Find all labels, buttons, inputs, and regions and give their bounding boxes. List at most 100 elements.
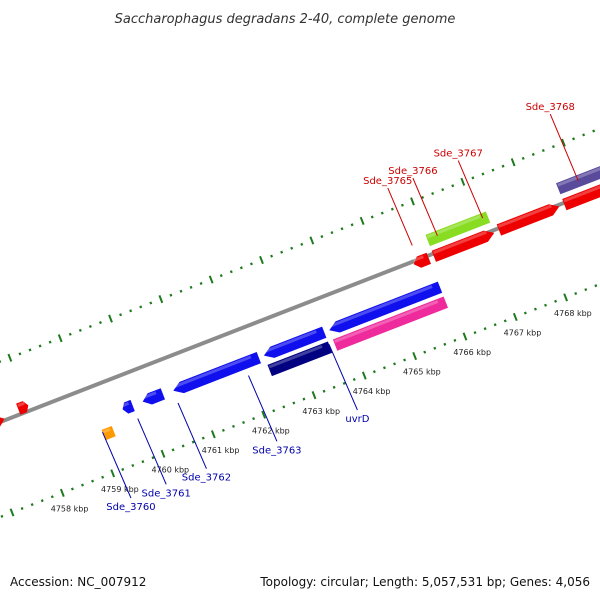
major-tick xyxy=(460,177,466,186)
gene-label-line xyxy=(457,160,484,219)
major-tick xyxy=(561,138,566,147)
minor-tick xyxy=(421,195,425,199)
gene-label-line xyxy=(248,375,278,442)
minor-tick xyxy=(20,507,24,511)
gene-label-top: Sde_3768 xyxy=(526,102,575,113)
scale-label: 4759 kbp xyxy=(101,485,139,494)
minor-tick xyxy=(98,321,102,325)
inner-tick-ring xyxy=(0,284,598,518)
minor-tick xyxy=(400,203,404,207)
gene-label-line xyxy=(387,187,413,246)
minor-tick xyxy=(431,192,435,196)
gene-arrow-sde-3761-highlight xyxy=(141,391,157,400)
minor-tick xyxy=(491,168,495,172)
major-tick xyxy=(311,391,317,400)
gene-arrow-sde-3768-highlight xyxy=(563,185,600,203)
minor-tick xyxy=(171,448,175,452)
minor-tick xyxy=(38,344,42,348)
scale-label: 4766 kbp xyxy=(453,348,491,357)
gene-label-lines xyxy=(102,113,579,499)
gene-arrow-sde-3765 xyxy=(413,252,431,268)
minor-tick xyxy=(221,428,225,432)
minor-tick xyxy=(88,324,92,328)
scale-label: 4762 kbp xyxy=(252,426,290,435)
minor-tick xyxy=(179,289,183,293)
scale-label: 4767 kbp xyxy=(504,329,542,338)
gene-label-bottom: Sde_3761 xyxy=(142,488,191,499)
scale-label: 4760 kbp xyxy=(151,465,189,474)
minor-tick xyxy=(380,211,384,215)
minor-tick xyxy=(523,311,527,315)
gene-arrow-forward xyxy=(16,401,29,415)
major-tick xyxy=(309,236,315,245)
gene-label-line xyxy=(137,418,167,485)
minor-tick xyxy=(521,156,525,160)
minor-tick xyxy=(370,215,374,219)
gene-arrow-uvrD-region xyxy=(329,281,443,333)
minor-tick xyxy=(330,231,334,235)
minor-tick xyxy=(242,420,245,425)
minor-tick xyxy=(28,348,32,352)
gene-arrow-uvrD-region-highlight xyxy=(328,285,433,328)
minor-tick xyxy=(40,499,44,503)
major-tick xyxy=(410,197,415,206)
gene-arrow-uvrD-highlight xyxy=(334,300,439,343)
minor-tick xyxy=(91,479,95,483)
major-tick xyxy=(59,488,65,497)
gene-arrow-lime xyxy=(425,211,491,247)
scale-label: 4768 kbp xyxy=(554,309,592,318)
minor-tick xyxy=(473,331,477,335)
minor-tick xyxy=(451,184,455,188)
gene-label-top: Sde_3767 xyxy=(434,149,483,160)
minor-tick xyxy=(503,319,507,323)
minor-tick xyxy=(592,129,596,133)
minor-tick xyxy=(129,309,133,313)
minor-tick xyxy=(471,176,475,180)
accession-text: Accession: NC_007912 xyxy=(10,575,146,589)
gene-arrow-lime-highlight xyxy=(426,215,481,239)
minor-tick xyxy=(443,342,447,346)
gene-arrow-sde-3761 xyxy=(142,388,165,405)
minor-tick xyxy=(252,417,256,421)
minor-tick xyxy=(372,370,376,374)
minor-tick xyxy=(322,389,326,393)
gene-arrow-sde-3767-highlight xyxy=(498,204,552,228)
major-tick xyxy=(512,312,518,322)
genome-summary-text: Topology: circular; Length: 5,057,531 bp… xyxy=(259,575,590,589)
gene-arrow-sde-3766 xyxy=(431,230,495,262)
minor-tick xyxy=(151,456,155,460)
gene-label-bottom: Sde_3763 xyxy=(252,445,301,456)
major-tick xyxy=(57,334,63,343)
minor-tick xyxy=(48,340,52,344)
major-tick xyxy=(7,353,13,362)
minor-tick xyxy=(393,362,396,366)
gene-arrow-orange xyxy=(101,426,116,441)
major-tick xyxy=(563,293,569,302)
minor-tick xyxy=(149,301,153,305)
minor-tick xyxy=(533,307,537,311)
scale-label: 4758 kbp xyxy=(51,505,89,514)
major-tick xyxy=(359,216,365,225)
minor-tick xyxy=(249,262,253,266)
major-tick xyxy=(510,158,516,167)
minor-tick xyxy=(18,352,22,356)
gene-arrow-sde-3768 xyxy=(562,184,600,211)
major-tick xyxy=(158,295,164,304)
minor-tick xyxy=(551,145,555,149)
major-tick xyxy=(9,508,15,517)
gene-arrow-reverse xyxy=(122,399,135,414)
minor-tick xyxy=(0,514,4,518)
minor-tick xyxy=(30,503,34,507)
gene-arrow-navy-highlight xyxy=(268,345,323,369)
minor-tick xyxy=(191,440,195,444)
gene-arrow-forward xyxy=(0,417,5,427)
gene-label-bottom: uvrD xyxy=(345,414,369,425)
minor-tick xyxy=(544,303,547,307)
gene-arrow-navy xyxy=(267,341,333,377)
minor-tick xyxy=(131,464,135,468)
minor-tick xyxy=(282,405,286,409)
gene-label-bottom: Sde_3760 xyxy=(106,502,155,513)
minor-tick xyxy=(572,137,575,141)
